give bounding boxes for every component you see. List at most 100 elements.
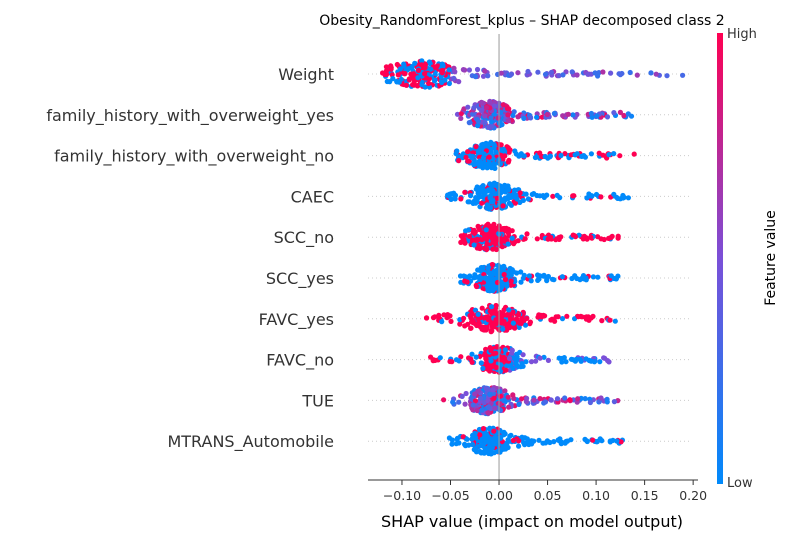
shap-point bbox=[540, 312, 546, 318]
shap-point bbox=[518, 269, 524, 275]
shap-point bbox=[522, 322, 529, 328]
shap-point bbox=[505, 394, 511, 400]
shap-point bbox=[484, 314, 491, 320]
shap-point bbox=[465, 104, 471, 110]
shap-point bbox=[472, 320, 478, 326]
shap-point bbox=[477, 158, 483, 164]
shap-point bbox=[468, 193, 474, 199]
shap-point bbox=[493, 149, 499, 155]
shap-point bbox=[493, 436, 499, 442]
shap-point bbox=[459, 393, 465, 399]
feature-label: SCC_no bbox=[274, 228, 334, 248]
x-tick-label: 0.20 bbox=[679, 488, 707, 503]
shap-point bbox=[492, 240, 499, 247]
shap-point bbox=[488, 139, 494, 145]
shap-point bbox=[560, 72, 566, 78]
shap-point bbox=[469, 436, 475, 442]
shap-point bbox=[570, 232, 576, 238]
shap-point bbox=[491, 180, 497, 186]
colorbar-high-label: High bbox=[727, 27, 757, 42]
shap-point bbox=[504, 283, 510, 289]
shap-point bbox=[502, 347, 508, 353]
shap-point bbox=[469, 441, 476, 448]
shap-point bbox=[528, 359, 535, 365]
shap-point bbox=[520, 352, 526, 358]
shap-point bbox=[482, 120, 488, 126]
shap-point bbox=[485, 73, 491, 79]
shap-point bbox=[483, 105, 490, 111]
shap-point bbox=[537, 150, 543, 156]
x-tick-label: 0.05 bbox=[534, 488, 562, 503]
shap-point bbox=[590, 274, 597, 280]
shap-point bbox=[458, 354, 464, 360]
shap-point bbox=[523, 191, 529, 197]
shap-point bbox=[460, 67, 466, 73]
shap-point bbox=[549, 276, 556, 282]
shap-point bbox=[512, 200, 519, 206]
shap-point bbox=[518, 279, 524, 285]
shap-point bbox=[612, 318, 618, 324]
shap-point bbox=[477, 227, 483, 233]
shap-point bbox=[592, 70, 598, 76]
shap-point bbox=[574, 151, 580, 157]
shap-point bbox=[598, 194, 604, 200]
shap-point bbox=[415, 75, 421, 81]
shap-point bbox=[534, 114, 540, 120]
shap-point bbox=[490, 387, 496, 393]
shap-point bbox=[470, 111, 476, 117]
shap-point bbox=[508, 202, 514, 208]
shap-point bbox=[590, 437, 596, 443]
shap-point bbox=[551, 110, 558, 117]
shap-point bbox=[474, 407, 480, 414]
shap-point bbox=[501, 307, 507, 313]
shap-point bbox=[594, 113, 600, 119]
shap-point bbox=[559, 359, 565, 365]
shap-point bbox=[473, 195, 479, 201]
shap-point bbox=[493, 317, 499, 323]
shap-point bbox=[610, 437, 616, 443]
shap-point bbox=[607, 317, 613, 323]
shap-point bbox=[489, 119, 495, 125]
shap-point bbox=[519, 315, 525, 322]
shap-point bbox=[479, 142, 485, 148]
shap-point bbox=[513, 357, 519, 363]
shap-point bbox=[525, 196, 532, 202]
shap-point bbox=[468, 325, 474, 331]
shap-point bbox=[621, 112, 627, 119]
shap-point bbox=[480, 73, 487, 79]
shap-point bbox=[518, 396, 525, 402]
shap-point bbox=[593, 191, 600, 198]
shap-point bbox=[535, 314, 541, 320]
shap-point bbox=[499, 284, 505, 290]
shap-point bbox=[406, 77, 412, 83]
shap-point bbox=[500, 326, 506, 332]
shap-point bbox=[471, 447, 477, 453]
shap-point bbox=[488, 228, 494, 234]
shap-point bbox=[609, 233, 615, 239]
shap-point bbox=[536, 276, 542, 282]
shap-point bbox=[456, 158, 462, 164]
shap-point bbox=[501, 271, 507, 278]
shap-point bbox=[491, 103, 498, 109]
shap-point bbox=[485, 447, 491, 453]
shap-point bbox=[505, 118, 511, 124]
shap-point bbox=[449, 437, 455, 443]
shap-point bbox=[516, 311, 522, 317]
shap-point bbox=[491, 395, 497, 401]
shap-point bbox=[409, 64, 415, 70]
shap-point bbox=[510, 365, 516, 371]
shap-point bbox=[617, 109, 624, 115]
shap-point bbox=[434, 63, 440, 69]
shap-point bbox=[477, 432, 483, 438]
shap-point bbox=[506, 307, 512, 313]
shap-point bbox=[480, 442, 486, 448]
shap-point bbox=[487, 308, 493, 314]
shap-point bbox=[498, 70, 504, 76]
shap-point bbox=[516, 320, 523, 326]
shap-point bbox=[490, 246, 496, 252]
shap-point bbox=[482, 275, 488, 281]
shap-point bbox=[437, 355, 443, 361]
shap-point bbox=[500, 444, 506, 450]
shap-point bbox=[515, 114, 521, 120]
shap-point bbox=[470, 402, 476, 408]
